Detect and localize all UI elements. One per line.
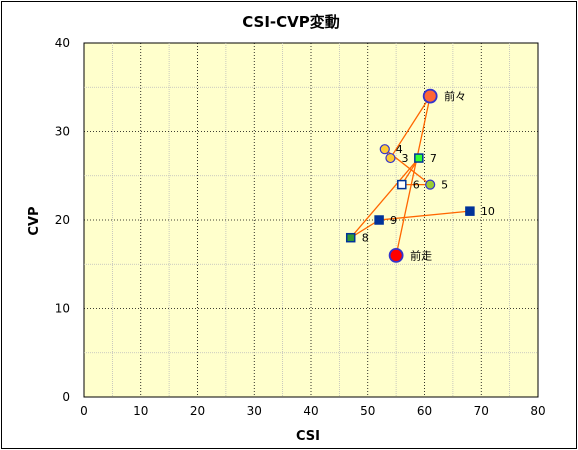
x-tick-label: 30: [247, 404, 262, 418]
x-tick-label: 80: [530, 404, 545, 418]
y-tick-label: 40: [55, 36, 70, 50]
data-point: [397, 179, 407, 190]
data-point: [388, 247, 404, 263]
data-point: [345, 232, 356, 243]
x-tick-label: 50: [360, 404, 375, 418]
chart-title: CSI-CVP変動: [242, 13, 340, 31]
grid-lines: [84, 43, 538, 397]
y-axis-title: CVP: [27, 206, 42, 235]
series-line-segment: [395, 95, 431, 256]
x-tick-labels: 0 10 20 30 40 50 60 70 80: [80, 404, 545, 418]
data-point: [425, 179, 436, 190]
data-point-label: 4: [396, 143, 403, 156]
x-tick-label: 70: [474, 404, 489, 418]
y-tick-label: 0: [62, 390, 70, 404]
series-line-segment: [389, 95, 431, 159]
data-point-label: 5: [441, 179, 448, 192]
data-point-label: 9: [390, 214, 397, 227]
data-point: [374, 215, 384, 225]
data-point: [385, 152, 396, 164]
data-point: [379, 144, 390, 155]
data-point-label: 3: [401, 152, 408, 165]
point-labels: 前走 前々 34 5 6 7 8 9 10: [362, 89, 495, 262]
data-point-label: 前走: [410, 248, 432, 262]
data-point: [422, 88, 438, 104]
y-tick-label: 10: [55, 302, 70, 316]
series-line-segment: [379, 210, 470, 221]
data-point-label: 7: [430, 152, 437, 165]
series-points: [345, 88, 475, 263]
data-point: [465, 206, 475, 216]
data-point-label: 8: [362, 232, 369, 245]
series-line-segment: [350, 157, 420, 239]
x-tick-label: 10: [133, 404, 148, 418]
y-tick-label: 30: [55, 125, 70, 139]
x-tick-label: 60: [417, 404, 432, 418]
data-point-label: 前々: [444, 89, 466, 103]
data-point: [414, 153, 424, 163]
x-tick-label: 0: [80, 404, 88, 418]
x-axis-title: CSI: [296, 429, 320, 444]
data-point-label: 10: [481, 205, 495, 218]
y-tick-labels: 0 10 20 30 40: [55, 36, 70, 404]
x-tick-label: 20: [190, 404, 205, 418]
data-point-label: 6: [413, 179, 420, 192]
y-tick-label: 20: [55, 213, 70, 227]
x-tick-label: 40: [303, 404, 318, 418]
